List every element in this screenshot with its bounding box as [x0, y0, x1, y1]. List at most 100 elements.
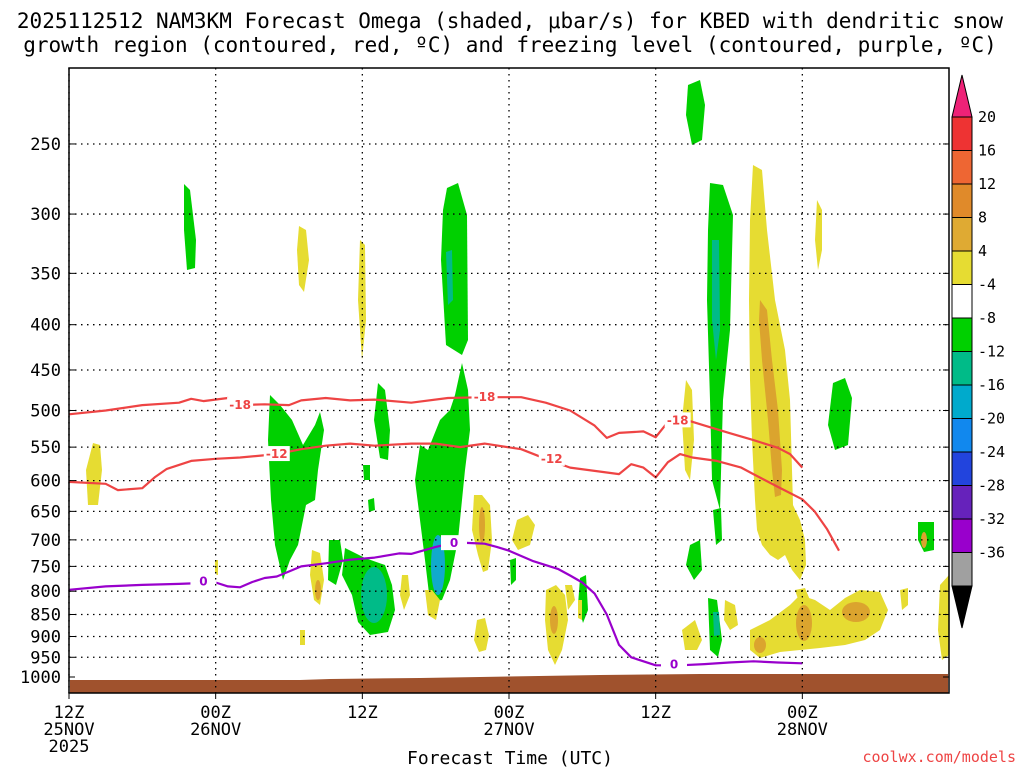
colorbar-label: 4: [978, 242, 987, 260]
omega-region-yellow: [938, 575, 949, 660]
y-tick-label: 800: [30, 582, 61, 602]
colorbar-label: 12: [978, 175, 996, 193]
x-tick-label: 00Z: [787, 703, 818, 723]
omega-region-green: [686, 540, 702, 580]
omega-region-yellow: [565, 585, 575, 610]
colorbar-label: -20: [978, 410, 1005, 428]
y-tick-label: 550: [30, 438, 61, 458]
contour-label: -12: [541, 452, 563, 466]
colorbar-swatch: [951, 217, 973, 252]
omega-region-orange: [479, 507, 485, 543]
contour-label: -18: [229, 398, 251, 412]
colorbar-label: 20: [978, 108, 996, 126]
x-tick-label: 12Z: [640, 703, 671, 723]
omega-region-green: [510, 558, 516, 585]
plot-frame: [68, 67, 950, 694]
colorbar-label: -4: [978, 276, 996, 294]
omega-region-green: [441, 183, 468, 355]
colorbar-label: -16: [978, 376, 1005, 394]
x-tick-label: 2025: [49, 737, 90, 757]
colorbar-swatch: [951, 150, 973, 185]
x-tick-label: 27NOV: [483, 720, 534, 740]
contour-label-bg: [190, 573, 217, 589]
x-tick-label: 00Z: [200, 703, 231, 723]
contour-line-1: [68, 442, 840, 552]
omega-shading: [86, 80, 949, 665]
contour-label: 0: [199, 574, 207, 588]
omega-region-yellow: [682, 380, 694, 480]
omega-region-orange: [796, 605, 812, 641]
omega-region-yellow: [425, 590, 440, 620]
contour-label-bg: [441, 535, 467, 551]
contour-label: 0: [450, 536, 458, 550]
omega-region-yellow: [750, 590, 888, 658]
omega-region-green: [713, 508, 722, 545]
colorbar-swatch: [951, 552, 973, 587]
contour-label-bg: [538, 450, 565, 466]
colorbar-label: -28: [978, 477, 1005, 495]
colorbar-label: 8: [978, 209, 987, 227]
y-tick-label: 400: [30, 316, 61, 336]
omega-region-orange: [550, 606, 558, 634]
contour-layer: -18 -18 -18 -12 -12 0 0 0: [68, 389, 840, 672]
omega-region-yellow: [297, 226, 309, 292]
contour-label-bg: [471, 389, 498, 405]
x-tick-label: 00Z: [494, 703, 525, 723]
x-tick-label: 12Z: [54, 703, 85, 723]
omega-region-green: [268, 395, 324, 580]
contour-label-bg: [661, 656, 687, 672]
colorbar-swatch: [951, 116, 973, 151]
y-tick-label: 450: [30, 361, 61, 381]
omega-region-yellow: [86, 443, 102, 505]
omega-region-green: [363, 465, 370, 480]
omega-region-green: [184, 184, 196, 270]
terrain-fill: [70, 674, 948, 693]
colorbar-swatch: [951, 284, 973, 319]
colorbar-swatch: [951, 418, 973, 453]
colorbar-label: -24: [978, 443, 1005, 461]
y-tick-label: 300: [30, 205, 61, 225]
omega-region-yellow: [749, 165, 806, 580]
y-tick-label: 1000: [20, 668, 61, 688]
omega-region-yellow: [215, 560, 218, 575]
colorbar-swatch: [951, 451, 973, 486]
colorbar-swatch: [951, 351, 973, 386]
omega-region-yellow: [578, 600, 582, 620]
colorbar-label: -8: [978, 309, 996, 327]
colorbar-label: 16: [978, 142, 996, 160]
colorbar-bottom-arrow: [951, 585, 973, 629]
colorbar-swatch: [951, 384, 973, 419]
y-tick-label: 900: [30, 627, 61, 647]
omega-region-green: [828, 378, 852, 450]
y-axis: 2503003504004505005506006507007508008509…: [20, 135, 949, 688]
chart-title-line2: growth region (contoured, red, ºC) and f…: [23, 33, 997, 57]
y-tick-label: 950: [30, 648, 61, 668]
y-tick-label: 600: [30, 472, 61, 492]
colorbar-swatch: [951, 485, 973, 520]
contour-label: 0: [670, 657, 678, 671]
contour-label-bg: [227, 397, 254, 413]
y-tick-label: 250: [30, 135, 61, 155]
omega-region-teal: [712, 240, 720, 360]
chart-title-line1: 2025112512 NAM3KM Forecast Omega (shaded…: [17, 9, 1004, 33]
omega-region-teal: [446, 250, 453, 305]
colorbar-label: -32: [978, 510, 1005, 528]
omega-region-teal: [713, 612, 720, 636]
omega-region-orange: [921, 532, 927, 548]
colorbar-label: -12: [978, 343, 1005, 361]
y-tick-label: 850: [30, 606, 61, 626]
x-tick-label: 25NOV: [43, 720, 94, 740]
colorbar-swatch: [951, 250, 973, 285]
x-tick-label: 26NOV: [190, 720, 241, 740]
contour-label: -18: [667, 413, 689, 427]
omega-region-yellow: [300, 630, 305, 645]
contour-label-bg: [263, 446, 290, 462]
y-tick-label: 650: [30, 502, 61, 522]
omega-region-green: [368, 498, 375, 512]
omega-region-orange: [754, 637, 766, 653]
colorbar-label: -36: [978, 544, 1005, 562]
y-tick-label: 350: [30, 264, 61, 284]
x-tick-label: 12Z: [347, 703, 378, 723]
